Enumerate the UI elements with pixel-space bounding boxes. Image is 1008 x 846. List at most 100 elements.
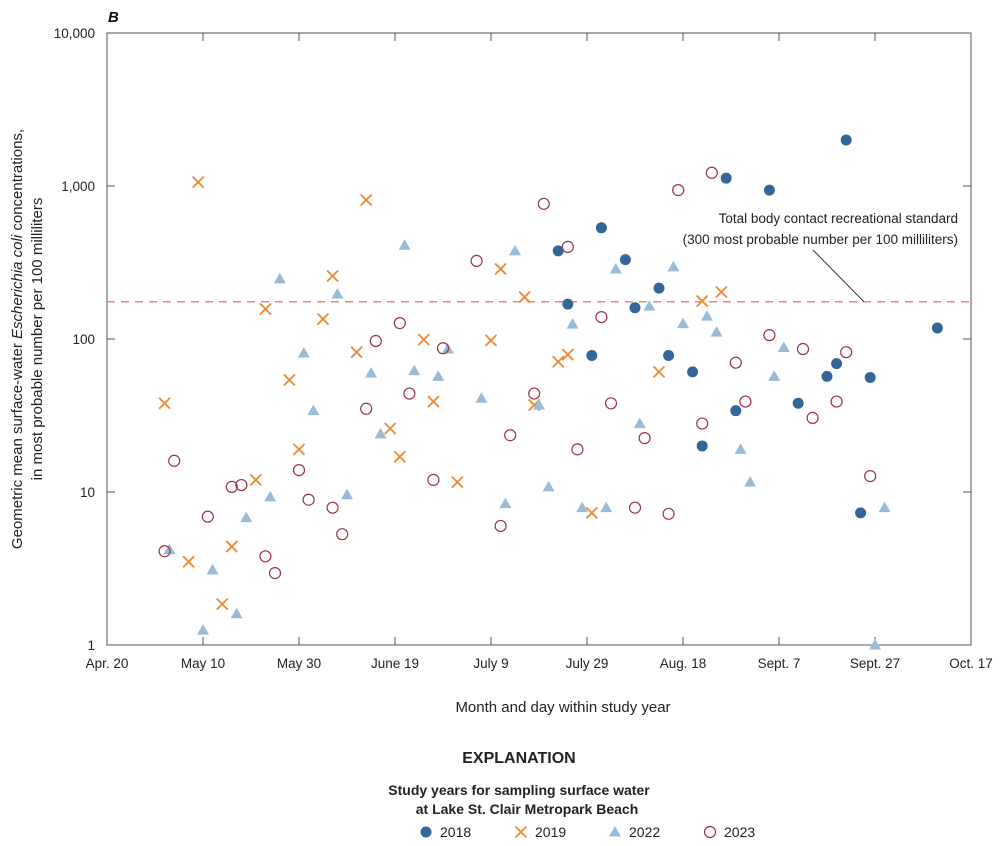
x-tick-label: Oct. 17 [949, 656, 993, 671]
data-point-2023 [705, 166, 718, 179]
data-point-2018 [763, 184, 775, 196]
plot-frame [106, 32, 972, 646]
panel-label: B [108, 9, 119, 26]
legend-marker-2023 [703, 825, 717, 839]
data-point-2022 [576, 501, 589, 513]
data-point-2023 [225, 480, 238, 493]
data-point-2022 [734, 443, 747, 454]
data-point-2018 [653, 282, 665, 294]
series-2019 [158, 175, 728, 611]
data-point-2022 [643, 300, 656, 311]
data-point-2018 [840, 134, 852, 146]
data-point-2023 [393, 317, 406, 330]
data-point-2023 [292, 464, 306, 477]
data-point-2019 [216, 597, 229, 611]
data-point-2023 [739, 395, 752, 408]
x-tick-label: Sept. 27 [850, 656, 900, 671]
data-point-2022 [331, 287, 344, 299]
data-point-2023 [864, 470, 877, 483]
data-point-2018 [595, 222, 607, 234]
y-tick-label: 1,000 [61, 179, 95, 194]
data-point-2019 [715, 285, 728, 299]
data-point-2022 [297, 347, 310, 358]
data-point-2023 [369, 334, 382, 348]
data-point-2018 [696, 440, 708, 452]
data-point-2019 [350, 346, 363, 359]
data-point-2023 [360, 402, 373, 415]
data-point-2022 [710, 326, 723, 337]
data-point-2023 [326, 501, 339, 514]
y-axis-title-line1: Geometric mean surface-water Escherichia… [9, 129, 26, 549]
data-point-2023 [235, 478, 248, 492]
data-point-2018 [792, 397, 804, 409]
x-tick-label: July 9 [473, 656, 508, 671]
x-tick-label: July 29 [566, 656, 609, 671]
data-point-2019 [182, 555, 195, 568]
data-point-2019 [249, 473, 262, 487]
data-point-2023 [528, 387, 541, 400]
legend-subtitle-line1: Study years for sampling surface water [388, 782, 650, 798]
data-point-2018 [855, 507, 867, 519]
data-point-2019 [652, 365, 666, 378]
data-point-2019 [494, 262, 507, 276]
data-point-2022 [398, 239, 411, 250]
data-point-2018 [821, 370, 833, 382]
data-point-2022 [341, 488, 353, 500]
y-axis-title: Geometric mean surface-water Escherichia… [9, 129, 46, 549]
x-tick-label: Aug. 18 [660, 656, 707, 671]
data-point-2019 [360, 193, 373, 207]
data-point-2018 [831, 358, 843, 370]
data-point-2023 [259, 550, 272, 563]
data-point-2022 [768, 370, 781, 381]
data-point-2022 [600, 501, 613, 513]
data-point-2019 [585, 506, 598, 520]
data-point-2023 [604, 397, 618, 410]
data-point-2023 [504, 429, 517, 442]
y-axis-ticks: 1 10 100 1,000 10,000 [54, 26, 971, 653]
data-point-2022 [609, 262, 622, 274]
legend-label-2022: 2022 [629, 824, 660, 840]
y-axis-title-line2: in most probable number per 100 millilit… [29, 198, 46, 481]
data-point-2022 [777, 341, 790, 352]
data-point-2022 [633, 417, 646, 429]
data-point-2022 [475, 392, 488, 403]
data-point-2018 [864, 372, 876, 384]
data-point-2022 [566, 318, 579, 329]
data-point-2023 [436, 342, 450, 355]
x-axis-title: Month and day within study year [455, 699, 670, 716]
data-point-2019 [417, 333, 430, 346]
data-point-2019 [283, 373, 296, 387]
x-tick-label: Apr. 20 [86, 656, 129, 671]
data-point-2018 [619, 254, 631, 266]
y-tick-label: 100 [72, 332, 95, 347]
data-point-2019 [561, 348, 574, 361]
data-point-2022 [441, 343, 454, 354]
data-point-2023 [628, 501, 642, 514]
legend-subtitle-line2: at Lake St. Clair Metropark Beach [416, 801, 639, 817]
data-point-2022 [869, 639, 881, 650]
data-point-2022 [533, 399, 545, 410]
data-point-2022 [230, 607, 243, 619]
data-point-2023 [662, 507, 675, 520]
data-point-2022 [878, 501, 891, 513]
data-point-2018 [629, 302, 641, 314]
series-2023 [158, 166, 877, 580]
data-point-2019 [158, 397, 171, 410]
data-point-2018 [562, 298, 574, 310]
data-point-2018 [663, 350, 675, 362]
data-point-2022 [499, 497, 512, 509]
legend-marker-2019 [514, 825, 528, 839]
legend-title: EXPLANATION [462, 750, 575, 767]
data-point-2019 [393, 450, 406, 463]
series-2018 [552, 134, 943, 519]
data-point-2023 [571, 443, 584, 456]
y-title-part1: Geometric mean surface-water [9, 339, 26, 549]
series-2022 [163, 239, 891, 650]
x-tick-label: Sept. 7 [758, 656, 801, 671]
reference-line-group: Total body contact recreational standard… [107, 211, 971, 303]
data-point-2018 [931, 322, 943, 334]
data-point-2019 [316, 312, 330, 326]
data-point-2019 [451, 476, 464, 489]
data-point-2022 [365, 366, 377, 378]
